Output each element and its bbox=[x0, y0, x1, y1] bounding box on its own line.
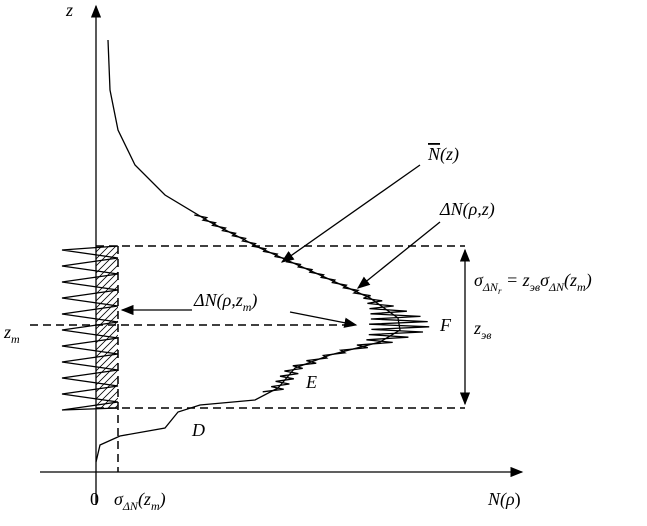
arrow-right bbox=[289, 311, 358, 328]
hatch-line bbox=[96, 362, 118, 386]
label-E: E bbox=[305, 372, 317, 392]
hatch-line bbox=[96, 306, 118, 330]
hatch-line bbox=[96, 412, 118, 434]
hatch-line bbox=[96, 313, 118, 337]
fluct-zm-label: ΔN(ρ,zm) bbox=[193, 290, 257, 314]
z-axis-label: z bbox=[65, 0, 73, 20]
left-zigzag bbox=[61, 245, 119, 411]
arrow-mean bbox=[280, 164, 421, 263]
arrow-fluct bbox=[356, 221, 441, 289]
hatch-line bbox=[96, 383, 118, 407]
x-axis-label: N(ρ) bbox=[487, 489, 521, 510]
sigma-label: σΔN(zm) bbox=[114, 489, 166, 513]
hatch-line bbox=[96, 278, 118, 302]
label-D: D bbox=[191, 420, 205, 440]
origin-label: 0 bbox=[90, 489, 99, 509]
mean-curve bbox=[95, 39, 401, 463]
fluct-label: ΔN(ρ,z) bbox=[439, 199, 495, 220]
hatch-line bbox=[96, 426, 118, 448]
mean-label: N(z) bbox=[427, 144, 459, 165]
hatch-line bbox=[96, 299, 118, 323]
hatch-line bbox=[96, 320, 118, 344]
hatch-line bbox=[96, 246, 117, 267]
label-F: F bbox=[439, 315, 452, 335]
sigma-relation: σΔNr = zэвσΔN(zm) bbox=[474, 270, 592, 296]
zm-label: zm bbox=[3, 322, 20, 346]
hatch-line bbox=[100, 390, 118, 408]
hatch-line bbox=[96, 271, 118, 295]
hatch-line bbox=[96, 246, 103, 253]
hatch-line bbox=[96, 355, 118, 379]
hatch-line bbox=[96, 250, 118, 274]
fluctuation-curve bbox=[194, 214, 430, 393]
zev-label: zэв bbox=[473, 318, 492, 342]
